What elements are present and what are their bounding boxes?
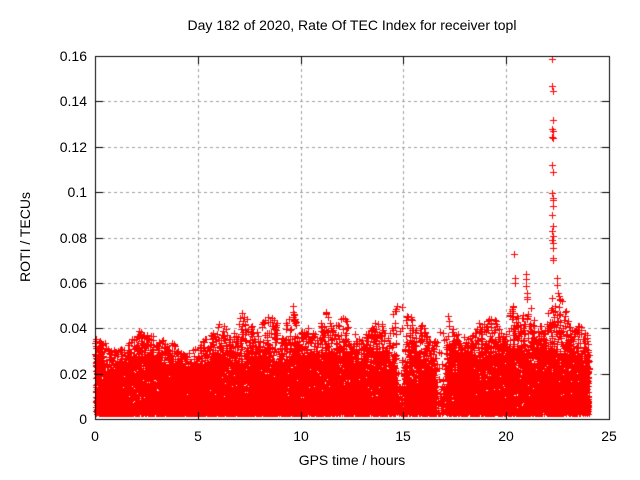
y-tick-label: 0.12 — [59, 139, 87, 155]
y-tick-label: 0.06 — [59, 275, 87, 291]
x-tick-label: 20 — [498, 428, 514, 444]
chart-title: Day 182 of 2020, Rate Of TEC Index for r… — [187, 17, 517, 33]
y-tick-label: 0.02 — [59, 366, 87, 382]
x-axis-label: GPS time / hours — [298, 452, 406, 468]
x-tick-label: 5 — [194, 428, 202, 444]
x-tick-label: 0 — [91, 428, 99, 444]
x-tick-label: 15 — [395, 428, 411, 444]
x-tick-label: 10 — [293, 428, 309, 444]
x-tick-label: 25 — [601, 428, 617, 444]
y-tick-label: 0.08 — [59, 230, 87, 246]
y-tick-label: 0.04 — [59, 320, 87, 336]
y-tick-label: 0.1 — [67, 184, 87, 200]
y-tick-label: 0.16 — [59, 48, 87, 64]
y-tick-label: 0.14 — [59, 93, 87, 109]
y-tick-label: 0 — [79, 411, 87, 427]
